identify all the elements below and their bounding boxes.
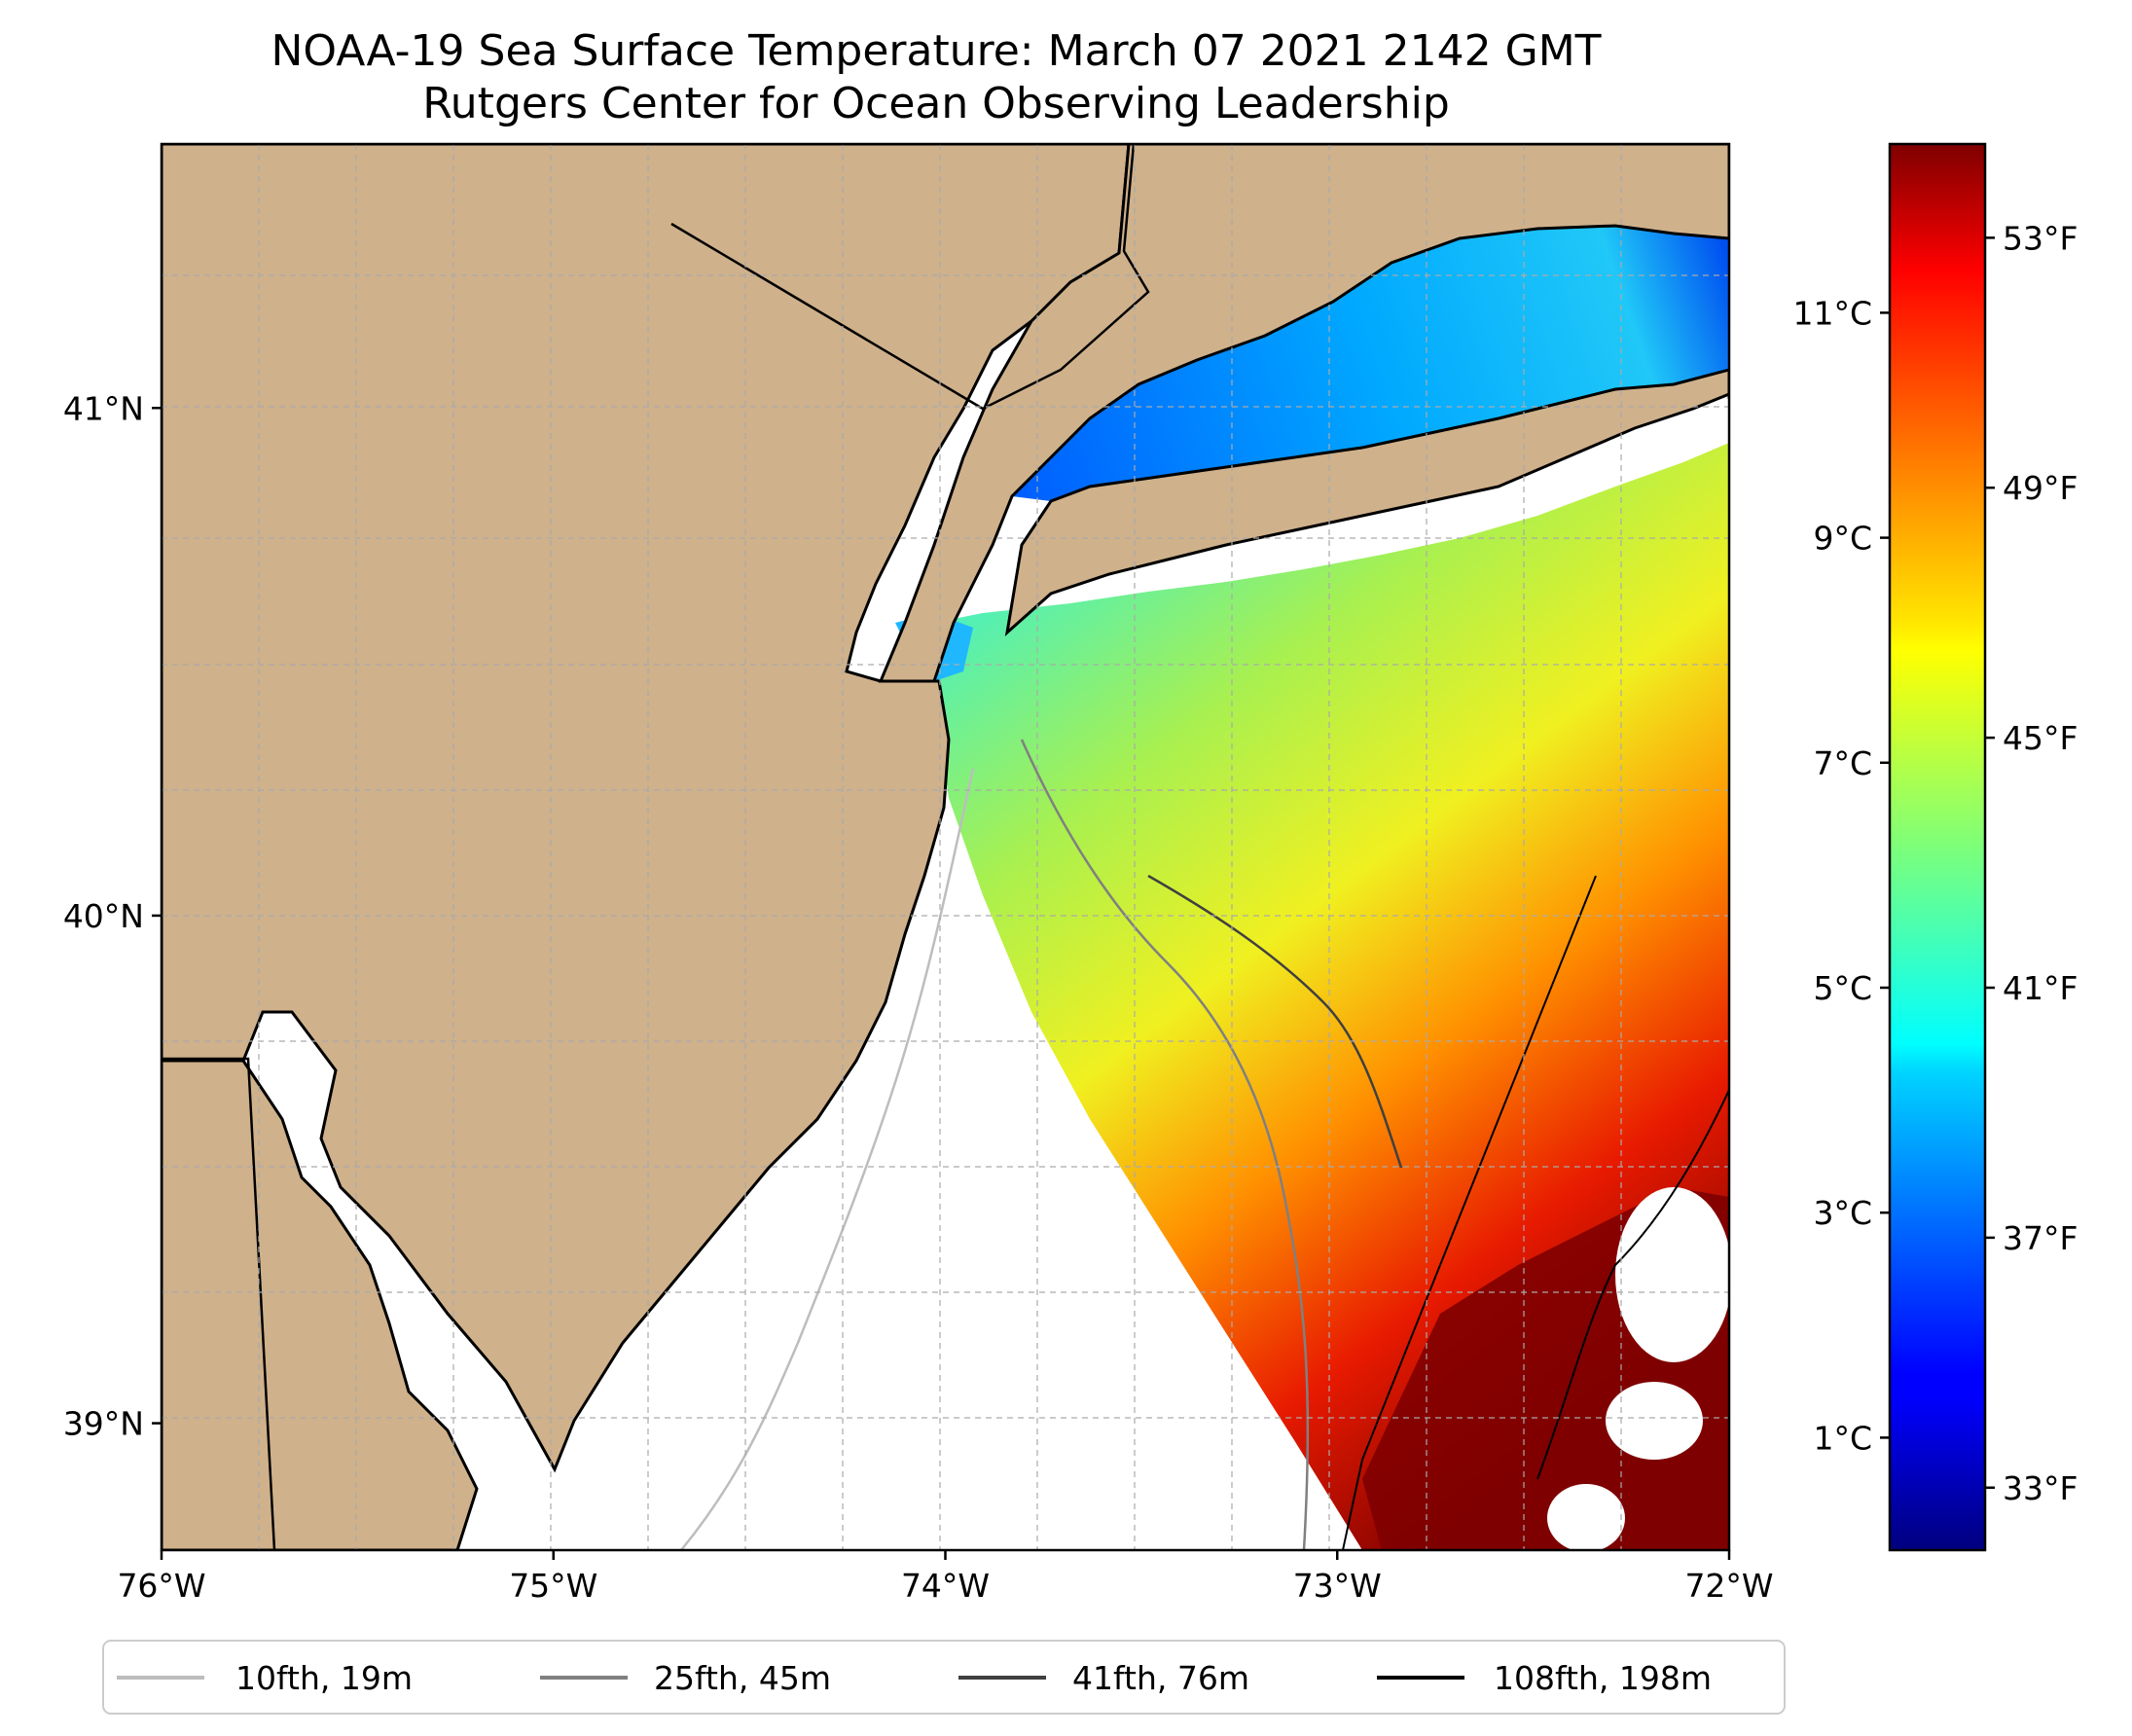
celsius-tick-label: 9°C bbox=[1813, 520, 1872, 558]
cloud-gap bbox=[1547, 1484, 1625, 1550]
celsius-tick-label: 5°C bbox=[1813, 969, 1872, 1007]
legend-item-3: 41fth, 76m bbox=[958, 1659, 1249, 1697]
contour-legend: 10fth, 19m 25fth, 45m 41fth, 76m 108fth,… bbox=[102, 1640, 1786, 1715]
cloud-gap bbox=[1606, 1382, 1703, 1460]
contour-25fth bbox=[1020, 739, 1310, 1550]
land-new-york-connecticut bbox=[878, 144, 1729, 683]
fahrenheit-tick-label: 33°F bbox=[2003, 1469, 2078, 1507]
celsius-tick-label: 3°C bbox=[1813, 1194, 1872, 1232]
fahrenheit-tick-label: 49°F bbox=[2003, 469, 2078, 507]
legend-label-108fth: 108fth, 198m bbox=[1494, 1659, 1712, 1697]
legend-item-1: 10fth, 19m bbox=[117, 1659, 413, 1697]
fahrenheit-tick-label: 37°F bbox=[2003, 1219, 2078, 1257]
land-delaware-peninsula bbox=[162, 1059, 479, 1550]
fahrenheit-tick-label: 45°F bbox=[2003, 719, 2078, 757]
legend-label-41fth: 41fth, 76m bbox=[1072, 1659, 1249, 1697]
contour-108fth bbox=[1342, 875, 1597, 1550]
graticule bbox=[162, 144, 1729, 1550]
legend-label-10fth: 10fth, 19m bbox=[235, 1659, 413, 1697]
legend-item-4: 108fth, 198m bbox=[1377, 1659, 1712, 1697]
state-border bbox=[670, 222, 984, 411]
lon-tick-label: 72°W bbox=[1684, 1567, 1773, 1605]
colorbar-celsius-ticks: 1°C 3°C 5°C 7°C 9°C 11°C bbox=[1792, 294, 1890, 1457]
legend-item-2: 25fth, 45m bbox=[540, 1659, 831, 1697]
longitude-ticks: 76°W 75°W 74°W 73°W 72°W bbox=[117, 1550, 1774, 1605]
colorbar: 1°C 3°C 5°C 7°C 9°C 11°C 33°F 37°F 41°F 45°F 49°F… bbox=[1792, 142, 2078, 1552]
lat-tick-label: 39°N bbox=[63, 1405, 144, 1443]
state-border bbox=[162, 1057, 276, 1550]
legend-label-25fth: 25fth, 45m bbox=[654, 1659, 831, 1697]
lat-tick-label: 40°N bbox=[63, 897, 144, 935]
map-panel bbox=[162, 144, 1729, 1550]
celsius-tick-label: 1°C bbox=[1813, 1419, 1872, 1457]
fahrenheit-tick-label: 41°F bbox=[2003, 969, 2078, 1007]
contour-10fth bbox=[680, 768, 975, 1550]
colorbar-fahrenheit-ticks: 33°F 37°F 41°F 45°F 49°F 53°F bbox=[1985, 219, 2078, 1507]
cloud-gap bbox=[1615, 1187, 1729, 1362]
contour-41fth bbox=[1147, 874, 1403, 1169]
lat-tick-label: 41°N bbox=[63, 389, 144, 427]
lon-tick-label: 74°W bbox=[901, 1567, 990, 1605]
land-long-island bbox=[1004, 368, 1729, 636]
contour-108fth bbox=[1536, 1089, 1729, 1480]
colorbar-frame bbox=[1888, 142, 1987, 1552]
latitude-ticks: 41°N 40°N 39°N bbox=[63, 389, 162, 1443]
land-new-jersey bbox=[162, 144, 1131, 1473]
lon-tick-label: 73°W bbox=[1293, 1567, 1382, 1605]
sst-long-island-sound bbox=[1012, 226, 1729, 501]
legend-box bbox=[102, 1640, 1786, 1715]
celsius-tick-label: 11°C bbox=[1792, 294, 1872, 332]
celsius-tick-label: 7°C bbox=[1813, 744, 1872, 782]
map-subtitle: Rutgers Center for Ocean Observing Leade… bbox=[422, 79, 1450, 128]
map-title: NOAA-19 Sea Surface Temperature: March 0… bbox=[271, 26, 1601, 76]
lon-tick-label: 76°W bbox=[117, 1567, 205, 1605]
state-border bbox=[982, 144, 1150, 411]
lon-tick-label: 75°W bbox=[509, 1567, 597, 1605]
fahrenheit-tick-label: 53°F bbox=[2003, 219, 2078, 257]
colorbar-gradient bbox=[1890, 144, 1985, 1550]
